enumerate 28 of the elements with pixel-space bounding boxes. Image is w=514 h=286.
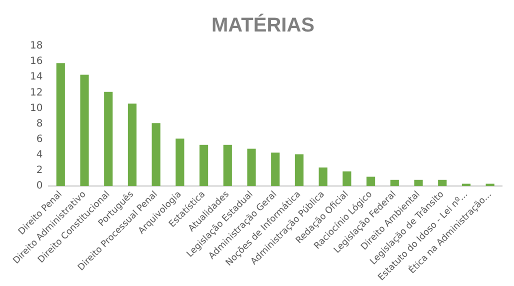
bar [390, 180, 399, 186]
bar [318, 167, 328, 186]
y-tick-label: 4 [36, 150, 43, 161]
bar [176, 138, 184, 186]
bar [128, 104, 137, 186]
y-tick-label: 10 [30, 102, 43, 114]
bar [414, 180, 423, 186]
y-tick-label: 8 [36, 118, 43, 130]
y-tick-label: 2 [36, 165, 43, 176]
bar [56, 63, 65, 186]
y-tick-label: 6 [36, 134, 43, 146]
y-tick-label: 16 [30, 56, 43, 68]
bar [247, 148, 256, 186]
y-tick-label: 12 [30, 87, 43, 98]
bar [152, 123, 160, 186]
bar [223, 144, 232, 186]
bar [294, 154, 304, 186]
y-tick-label: 18 [30, 40, 43, 52]
bar [366, 176, 376, 186]
y-tick-label: 14 [30, 72, 43, 83]
bar [342, 171, 352, 186]
bar [80, 74, 89, 186]
bar [104, 92, 113, 186]
bar [271, 152, 280, 186]
chart-title: MATÉRIAS [212, 14, 314, 37]
y-tick-label: 0 [36, 180, 43, 192]
bar [200, 144, 208, 186]
bar [438, 180, 447, 186]
